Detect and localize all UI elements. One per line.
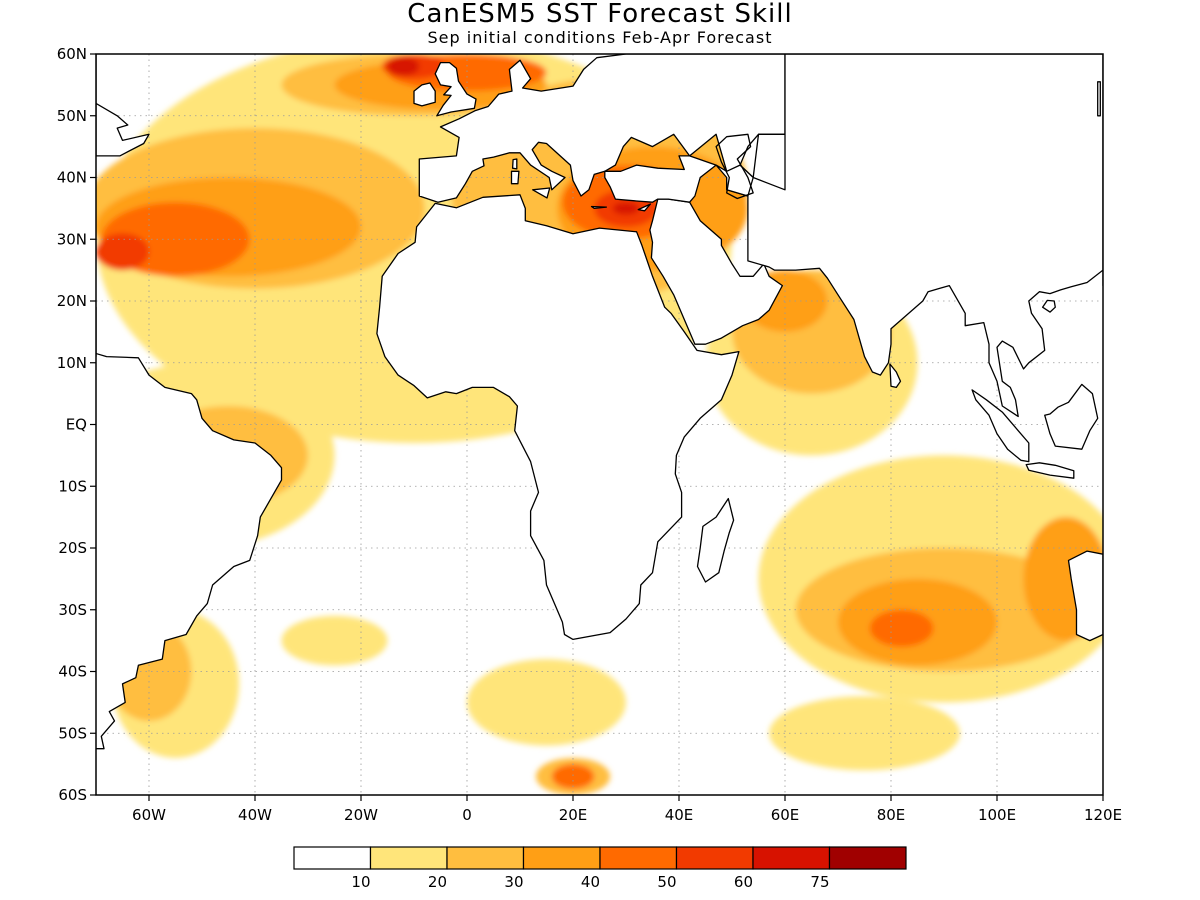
colorbar-swatch xyxy=(293,846,372,870)
colorbar-label: 60 xyxy=(734,873,753,891)
skill-region xyxy=(769,696,960,771)
x-tick-label: 20E xyxy=(559,806,588,824)
skill-region xyxy=(96,233,149,271)
x-tick-label: 20W xyxy=(344,806,378,824)
colorbar-label: 10 xyxy=(351,873,370,891)
y-tick-label: 60S xyxy=(58,786,87,804)
colorbar: 10 20 30 40 50 60 75 xyxy=(293,846,907,891)
y-axis-ticks: 60N 50N 40N 30N 20N 10N EQ 10S 20S 30S 40S 50S 60S xyxy=(57,45,96,804)
land-iceland xyxy=(350,29,392,53)
x-tick-label: 60E xyxy=(771,806,800,824)
land-madagascar xyxy=(696,497,735,583)
y-tick-label: 20S xyxy=(58,539,87,557)
colorbar-label: 75 xyxy=(810,873,829,891)
skill-region xyxy=(387,57,420,76)
land-corsica xyxy=(511,158,518,170)
colorbar-swatch xyxy=(752,846,831,870)
land-north-america-north xyxy=(96,54,150,157)
colorbar-label: 20 xyxy=(428,873,447,891)
x-tick-label: 40W xyxy=(238,806,272,824)
x-tick-label: 80E xyxy=(877,806,906,824)
skill-region xyxy=(281,615,388,666)
y-tick-label: 10N xyxy=(57,354,87,372)
colorbar-swatch xyxy=(828,846,907,870)
colorbar-label: 30 xyxy=(504,873,523,891)
x-tick-label: 100E xyxy=(978,806,1016,824)
land-north-america-south xyxy=(96,306,97,358)
y-tick-label: 60N xyxy=(57,45,87,63)
skill-region xyxy=(869,609,934,647)
skill-region xyxy=(551,764,595,789)
y-tick-label: 10S xyxy=(58,477,87,495)
chart-title: CanESM5 SST Forecast Skill xyxy=(407,0,793,29)
land-sardinia xyxy=(510,170,520,185)
colorbar-swatch xyxy=(446,846,525,870)
skill-region xyxy=(467,659,626,746)
x-tick-label: 40E xyxy=(665,806,694,824)
chart-subtitle: Sep initial conditions Feb-Apr Forecast xyxy=(427,28,773,47)
x-tick-label: 60W xyxy=(132,806,166,824)
y-tick-label: 40S xyxy=(58,663,87,681)
land-sicily xyxy=(532,187,551,199)
land-hainan xyxy=(1041,299,1056,313)
land-africa xyxy=(376,194,740,641)
colorbar-swatch xyxy=(522,846,601,870)
x-tick-label: 120E xyxy=(1084,806,1122,824)
y-tick-label: 50S xyxy=(58,724,87,742)
land-south-america xyxy=(96,352,283,750)
land-borneo xyxy=(1044,383,1099,450)
colorbar-swatch xyxy=(599,846,678,870)
y-tick-label: 30N xyxy=(57,230,87,248)
y-tick-label: 20N xyxy=(57,292,87,310)
land-java xyxy=(1025,462,1075,479)
skill-region xyxy=(612,202,640,215)
land-great-britain xyxy=(434,61,477,117)
colorbar-swatch xyxy=(369,846,448,870)
x-tick-label: 0 xyxy=(462,806,472,824)
land-caspian-sea xyxy=(715,133,754,200)
land-crete xyxy=(590,205,608,210)
colorbar-label: 40 xyxy=(581,873,600,891)
land-ireland xyxy=(413,82,436,107)
land-anatolia-persia xyxy=(604,54,1103,418)
land-sumatra xyxy=(971,389,1030,463)
coastlines xyxy=(96,29,1103,750)
x-axis-ticks: 60W 40W 20W 0 20E 40E 60E 80E 100E 120E xyxy=(132,795,1122,824)
y-tick-label: EQ xyxy=(66,416,87,434)
land-australia xyxy=(1067,550,1103,642)
land-cyprus xyxy=(637,203,652,212)
colorbar-swatch xyxy=(675,846,754,870)
colorbar-label: 50 xyxy=(657,873,676,891)
y-tick-label: 30S xyxy=(58,601,87,619)
land-sakhalin xyxy=(1097,81,1101,117)
y-tick-label: 40N xyxy=(57,169,87,187)
land-sri-lanka xyxy=(889,363,902,389)
y-tick-label: 50N xyxy=(57,107,87,125)
